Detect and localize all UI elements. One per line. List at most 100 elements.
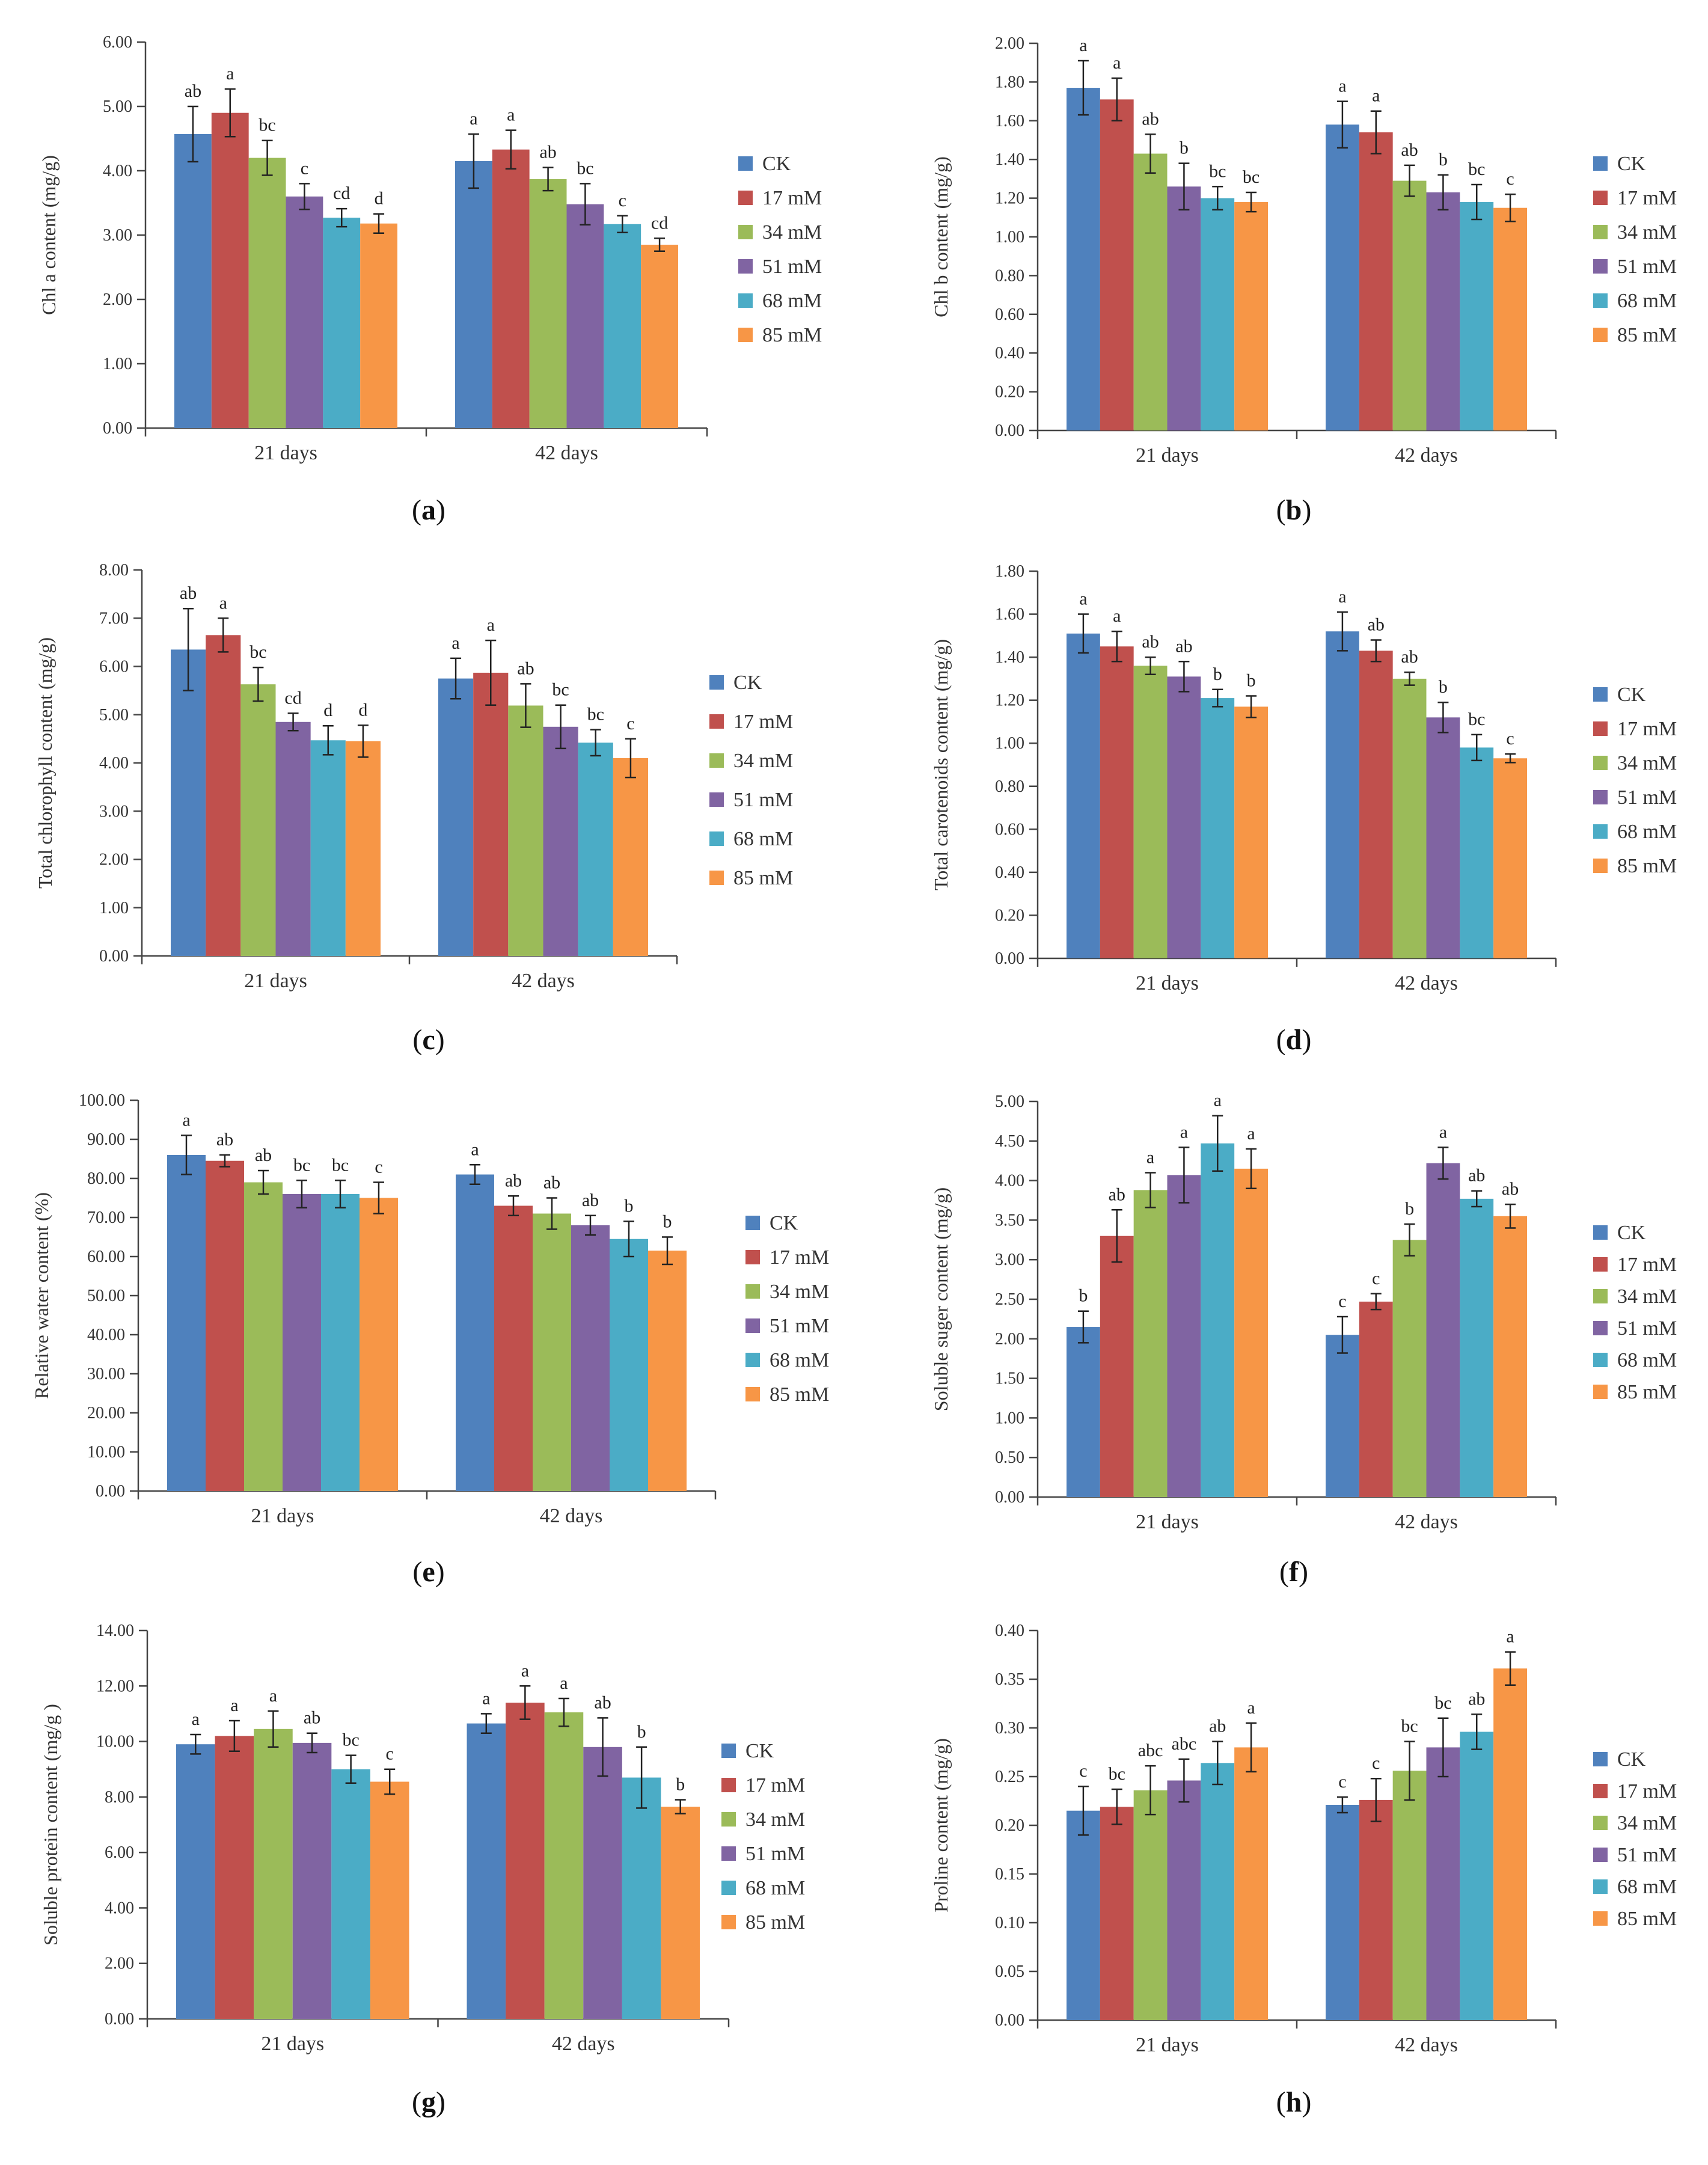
significance-letter: a	[471, 1139, 479, 1159]
y-tick-label: 3.50	[995, 1211, 1024, 1229]
legend-swatch	[1593, 328, 1608, 342]
chart-panel-2: 0.00 0.20 0.40 0.60 0.80 1.00 1.20 1.40 1.60 1.80…	[930, 34, 1677, 526]
x-category-label: 42 days	[535, 442, 598, 464]
bar-ck-2	[456, 1174, 494, 1491]
bar-34mm-2	[1392, 180, 1427, 430]
bar-51mm-1	[292, 1742, 332, 2019]
bar-17mm-1	[206, 1160, 244, 1491]
bar-17mm-1	[215, 1736, 254, 2019]
y-tick-label: 0.50	[995, 1448, 1024, 1467]
y-tick-label: 40.00	[87, 1326, 125, 1344]
bar-51mm-1	[286, 196, 323, 428]
bar-51mm-2	[1426, 192, 1460, 430]
significance-letter: ab	[1209, 1716, 1226, 1736]
y-axis-label: Total carotenoids content (mg/g)	[930, 639, 952, 890]
bar-ck-2	[1326, 124, 1359, 431]
y-tick-label: 0.00	[995, 2011, 1024, 2030]
legend-swatch	[1593, 824, 1608, 839]
x-category-label: 42 days	[552, 2033, 615, 2055]
bar-ck-1	[1067, 1327, 1100, 1497]
significance-letter: a	[1079, 35, 1087, 55]
bar-ck-2	[1326, 1335, 1359, 1497]
panel-caption: (b)	[1276, 494, 1312, 526]
significance-letter: d	[358, 700, 367, 720]
y-tick-label: 4.00	[99, 754, 129, 773]
significance-letter: cd	[333, 183, 350, 203]
y-tick-label: 1.20	[995, 691, 1024, 710]
legend-label: 17 mM	[1617, 187, 1677, 209]
bar-34mm-1	[248, 158, 286, 428]
bar-34mm-1	[254, 1729, 293, 2019]
bar-ck-2	[455, 161, 492, 428]
significance-letter: a	[521, 1661, 529, 1680]
bar-68mm-2	[610, 1239, 648, 1491]
significance-letter: c	[619, 191, 626, 210]
significance-letter: b	[1180, 138, 1189, 158]
y-tick-label: 2.00	[103, 290, 132, 309]
legend: CK 17 mM 34 mM 51 mM 68 mM 85 mM	[738, 153, 822, 346]
legend-swatch	[1593, 756, 1608, 770]
legend-label: 17 mM	[770, 1246, 829, 1269]
legend-label: 68 mM	[770, 1349, 829, 1371]
bar-34mm-1	[240, 684, 276, 956]
y-tick-label: 0.00	[96, 1482, 125, 1501]
y-tick-label: 1.60	[995, 605, 1024, 624]
legend-swatch	[738, 225, 753, 239]
significance-letter: ab	[1175, 636, 1192, 656]
bar-68mm-1	[331, 1769, 370, 2019]
legend-label: 85 mM	[1617, 855, 1677, 877]
legend-swatch	[1593, 1911, 1608, 1926]
significance-letter: ab	[582, 1190, 599, 1210]
bar-51mm-2	[566, 204, 604, 428]
significance-letter: b	[1405, 1199, 1414, 1219]
legend-label: 68 mM	[733, 828, 793, 850]
x-category-label: 42 days	[1395, 444, 1458, 467]
legend-label: 68 mM	[762, 290, 822, 312]
legend-swatch	[721, 1812, 736, 1827]
y-tick-label: 0.15	[995, 1865, 1024, 1884]
legend-swatch	[721, 1744, 736, 1758]
significance-letter: a	[482, 1688, 490, 1708]
bar-17mm-2	[1359, 651, 1393, 958]
bar-ck-1	[176, 1744, 215, 2019]
significance-letter: c	[1506, 729, 1514, 749]
y-tick-label: 60.00	[87, 1248, 125, 1266]
significance-letter: ab	[1468, 1689, 1485, 1709]
significance-letter: ab	[1401, 140, 1418, 160]
bar-85mm-1	[345, 741, 381, 956]
significance-letter: bc	[1209, 161, 1226, 181]
legend-swatch	[745, 1250, 760, 1264]
y-axis-label: Total chlorophyll content (mg/g)	[34, 637, 56, 889]
significance-letter: a	[1506, 1627, 1514, 1647]
y-tick-label: 3.00	[995, 1251, 1024, 1269]
legend-label: 51 mM	[770, 1315, 829, 1337]
y-tick-label: 0.40	[995, 1621, 1024, 1640]
significance-letter: b	[676, 1774, 685, 1794]
significance-letter: c	[301, 158, 308, 178]
bar-17mm-1	[211, 112, 249, 428]
bar-68mm-1	[1201, 198, 1235, 430]
x-category-label: 21 days	[261, 2033, 324, 2055]
y-axis-label: Soluble suger content (mg/g)	[930, 1187, 952, 1411]
y-tick-label: 0.20	[995, 1816, 1024, 1835]
bar-68mm-1	[1201, 1763, 1235, 2020]
y-tick-label: 0.25	[995, 1768, 1024, 1786]
significance-letter: c	[1079, 1761, 1087, 1781]
panel-caption: (e)	[412, 1556, 444, 1588]
legend-label: 85 mM	[770, 1383, 829, 1406]
significance-letter: bc	[577, 158, 593, 178]
significance-letter: c	[1506, 169, 1514, 189]
bar-51mm-1	[283, 1194, 321, 1491]
bar-34mm-2	[1392, 678, 1427, 958]
y-tick-label: 4.00	[995, 1172, 1024, 1190]
legend-swatch	[745, 1353, 760, 1367]
bar-34mm-1	[1133, 1790, 1168, 2020]
significance-letter: a	[560, 1673, 568, 1693]
legend-label: 68 mM	[745, 1877, 805, 1899]
y-tick-label: 4.00	[105, 1899, 134, 1917]
legend-swatch	[1593, 1816, 1608, 1830]
bar-85mm-2	[1493, 1668, 1527, 2020]
y-tick-label: 14.00	[96, 1621, 134, 1640]
y-tick-label: 2.00	[995, 1330, 1024, 1349]
significance-letter: ab	[304, 1708, 320, 1728]
